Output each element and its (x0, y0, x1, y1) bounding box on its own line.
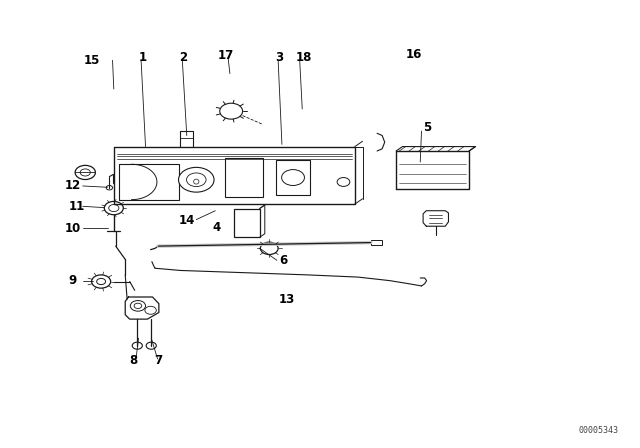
Circle shape (260, 242, 278, 254)
Circle shape (282, 170, 305, 185)
Text: 00005343: 00005343 (578, 426, 618, 435)
Text: 9: 9 (68, 274, 77, 287)
Text: 3: 3 (276, 51, 284, 64)
Text: 7: 7 (154, 354, 162, 367)
Circle shape (145, 306, 156, 314)
Ellipse shape (194, 179, 199, 184)
Text: 16: 16 (406, 47, 422, 60)
Circle shape (109, 205, 119, 211)
Circle shape (179, 168, 214, 192)
Text: 17: 17 (217, 49, 234, 62)
Circle shape (97, 278, 106, 284)
Text: 6: 6 (280, 254, 287, 267)
Text: 4: 4 (212, 221, 220, 234)
Circle shape (186, 173, 206, 186)
Circle shape (104, 202, 124, 215)
Text: 10: 10 (65, 222, 81, 235)
Circle shape (337, 177, 350, 186)
Circle shape (146, 342, 156, 349)
Text: 5: 5 (423, 121, 431, 134)
Circle shape (80, 169, 90, 176)
Text: 14: 14 (179, 214, 196, 227)
Text: 2: 2 (179, 51, 188, 64)
Text: 11: 11 (68, 200, 85, 213)
Bar (276, 160, 310, 195)
Text: 18: 18 (296, 51, 312, 64)
Bar (234, 208, 260, 237)
Bar (371, 241, 382, 245)
Circle shape (131, 301, 145, 311)
Text: 13: 13 (279, 293, 295, 306)
Circle shape (132, 342, 142, 349)
Text: 15: 15 (84, 54, 100, 67)
Bar (119, 164, 179, 200)
Circle shape (75, 165, 95, 180)
Text: 12: 12 (65, 180, 81, 193)
Circle shape (106, 185, 113, 190)
Text: 1: 1 (139, 51, 147, 64)
Circle shape (134, 303, 141, 309)
Bar (225, 158, 263, 198)
Circle shape (92, 275, 111, 288)
Circle shape (220, 103, 243, 119)
Text: 8: 8 (130, 354, 138, 367)
